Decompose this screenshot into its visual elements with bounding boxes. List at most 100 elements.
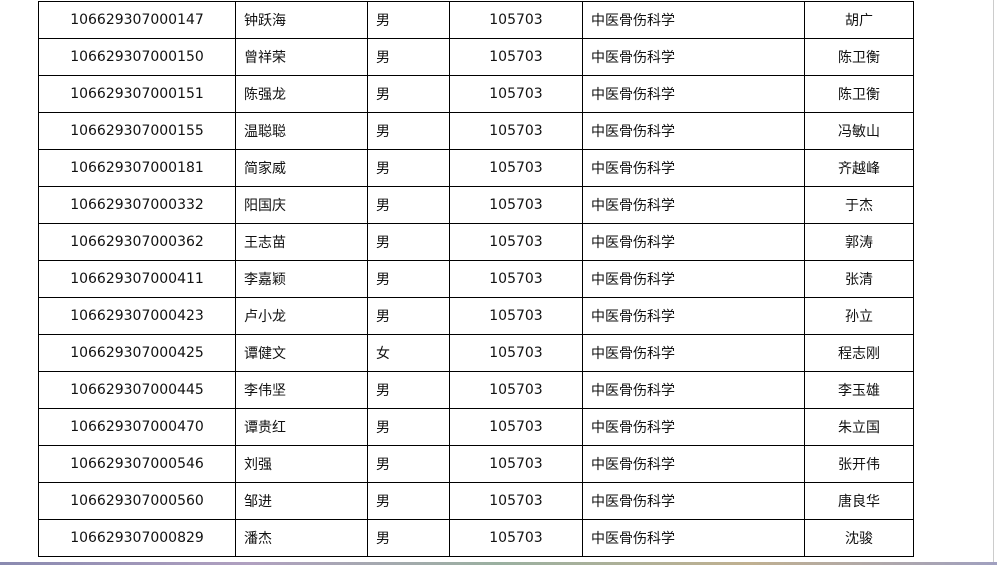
major-name-cell: 中医骨伤科学 [582, 149, 805, 187]
table-row: 106629307000332 阳国庆男 105703 中医骨伤科学 于杰 [38, 186, 914, 224]
name-cell: 温聪聪 [235, 112, 368, 150]
name-cell: 阳国庆 [235, 186, 368, 224]
advisor-cell: 朱立国 [804, 408, 914, 446]
exam-id-cell: 106629307000151 [38, 75, 236, 113]
gender-cell: 男 [367, 519, 450, 557]
exam-id-cell: 106629307000560 [38, 482, 236, 520]
advisor-cell: 孙立 [804, 297, 914, 335]
exam-id-cell: 106629307000546 [38, 445, 236, 483]
major-code-cell: 105703 [449, 38, 583, 76]
gender-cell: 男 [367, 112, 450, 150]
gender-cell: 男 [367, 445, 450, 483]
exam-id-cell: 106629307000411 [38, 260, 236, 298]
major-code-cell: 105703 [449, 334, 583, 372]
gender-cell: 男 [367, 149, 450, 187]
major-code-cell: 105703 [449, 1, 583, 39]
major-code-cell: 105703 [449, 482, 583, 520]
major-name-cell: 中医骨伤科学 [582, 38, 805, 76]
major-code-cell: 105703 [449, 408, 583, 446]
name-cell: 钟跃海 [235, 1, 368, 39]
name-cell: 谭健文 [235, 334, 368, 372]
major-code-cell: 105703 [449, 445, 583, 483]
major-name-cell: 中医骨伤科学 [582, 75, 805, 113]
window-edge [993, 0, 994, 565]
name-cell: 潘杰 [235, 519, 368, 557]
name-cell: 曾祥荣 [235, 38, 368, 76]
major-name-cell: 中医骨伤科学 [582, 112, 805, 150]
exam-id-cell: 106629307000423 [38, 297, 236, 335]
name-cell: 李伟坚 [235, 371, 368, 409]
major-code-cell: 105703 [449, 112, 583, 150]
gender-cell: 男 [367, 408, 450, 446]
major-name-cell: 中医骨伤科学 [582, 371, 805, 409]
exam-id-cell: 106629307000470 [38, 408, 236, 446]
advisor-cell: 陈卫衡 [804, 75, 914, 113]
exam-id-cell: 106629307000181 [38, 149, 236, 187]
major-code-cell: 105703 [449, 186, 583, 224]
major-code-cell: 105703 [449, 371, 583, 409]
table-row: 106629307000151 陈强龙男 105703 中医骨伤科学 陈卫衡 [38, 75, 914, 113]
name-cell: 卢小龙 [235, 297, 368, 335]
table-row: 106629307000560 邹进男 105703 中医骨伤科学 唐良华 [38, 482, 914, 520]
major-name-cell: 中医骨伤科学 [582, 334, 805, 372]
advisor-cell: 张开伟 [804, 445, 914, 483]
name-cell: 王志苗 [235, 223, 368, 261]
major-name-cell: 中医骨伤科学 [582, 482, 805, 520]
exam-id-cell: 106629307000150 [38, 38, 236, 76]
table-row: 106629307000181 简家威男 105703 中医骨伤科学 齐越峰 [38, 149, 914, 187]
student-table: 106629307000147 钟跃海男 105703 中医骨伤科学 胡广 1066293… [38, 1, 914, 557]
exam-id-cell: 106629307000332 [38, 186, 236, 224]
exam-id-cell: 106629307000155 [38, 112, 236, 150]
major-code-cell: 105703 [449, 223, 583, 261]
gender-cell: 男 [367, 297, 450, 335]
name-cell: 陈强龙 [235, 75, 368, 113]
name-cell: 刘强 [235, 445, 368, 483]
gender-cell: 男 [367, 482, 450, 520]
table-row: 106629307000425 谭健文女 105703 中医骨伤科学 程志刚 [38, 334, 914, 372]
gender-cell: 男 [367, 38, 450, 76]
exam-id-cell: 106629307000147 [38, 1, 236, 39]
name-cell: 简家威 [235, 149, 368, 187]
exam-id-cell: 106629307000829 [38, 519, 236, 557]
exam-id-cell: 106629307000362 [38, 223, 236, 261]
name-cell: 邹进 [235, 482, 368, 520]
table-row: 106629307000411 李嘉颖男 105703 中医骨伤科学 张清 [38, 260, 914, 298]
table-row: 106629307000362 王志苗男 105703 中医骨伤科学 郭涛 [38, 223, 914, 261]
advisor-cell: 张清 [804, 260, 914, 298]
major-name-cell: 中医骨伤科学 [582, 223, 805, 261]
table-row: 106629307000470 谭贵红男 105703 中医骨伤科学 朱立国 [38, 408, 914, 446]
gender-cell: 男 [367, 75, 450, 113]
exam-id-cell: 106629307000425 [38, 334, 236, 372]
major-code-cell: 105703 [449, 260, 583, 298]
major-name-cell: 中医骨伤科学 [582, 297, 805, 335]
major-name-cell: 中医骨伤科学 [582, 519, 805, 557]
advisor-cell: 冯敏山 [804, 112, 914, 150]
name-cell: 李嘉颖 [235, 260, 368, 298]
table-row: 106629307000829 潘杰男 105703 中医骨伤科学 沈骏 [38, 519, 914, 557]
major-name-cell: 中医骨伤科学 [582, 445, 805, 483]
advisor-cell: 唐良华 [804, 482, 914, 520]
advisor-cell: 李玉雄 [804, 371, 914, 409]
table-row: 106629307000423 卢小龙男 105703 中医骨伤科学 孙立 [38, 297, 914, 335]
gender-cell: 男 [367, 1, 450, 39]
gender-cell: 男 [367, 371, 450, 409]
advisor-cell: 沈骏 [804, 519, 914, 557]
name-cell: 谭贵红 [235, 408, 368, 446]
major-name-cell: 中医骨伤科学 [582, 1, 805, 39]
advisor-cell: 齐越峰 [804, 149, 914, 187]
gender-cell: 女 [367, 334, 450, 372]
table-row: 106629307000546 刘强男 105703 中医骨伤科学 张开伟 [38, 445, 914, 483]
gender-cell: 男 [367, 260, 450, 298]
major-code-cell: 105703 [449, 75, 583, 113]
major-name-cell: 中医骨伤科学 [582, 408, 805, 446]
gender-cell: 男 [367, 186, 450, 224]
major-code-cell: 105703 [449, 149, 583, 187]
exam-id-cell: 106629307000445 [38, 371, 236, 409]
table-row: 106629307000155 温聪聪男 105703 中医骨伤科学 冯敏山 [38, 112, 914, 150]
major-name-cell: 中医骨伤科学 [582, 186, 805, 224]
advisor-cell: 于杰 [804, 186, 914, 224]
table-row: 106629307000445 李伟坚男 105703 中医骨伤科学 李玉雄 [38, 371, 914, 409]
major-code-cell: 105703 [449, 519, 583, 557]
advisor-cell: 胡广 [804, 1, 914, 39]
advisor-cell: 陈卫衡 [804, 38, 914, 76]
